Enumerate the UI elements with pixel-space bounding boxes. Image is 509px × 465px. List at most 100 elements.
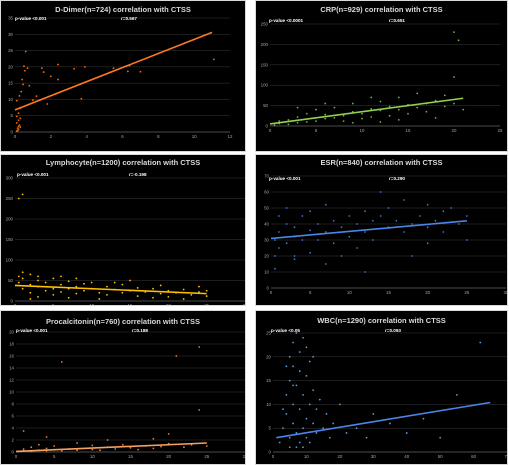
y-tick-label: 6 [12,414,15,419]
data-point [322,427,325,430]
data-point [282,408,284,411]
data-point [292,422,294,425]
data-point [278,441,281,444]
x-tick-label: 40 [404,454,409,459]
chart-title: D-Dimer(n=724) correlation with CTSS [55,5,191,14]
data-point [328,436,331,439]
data-point [345,432,348,434]
data-point [98,291,101,294]
data-point [305,374,308,377]
data-point [67,280,70,283]
data-point [453,102,455,105]
data-point [60,291,62,293]
data-point [348,235,351,238]
data-point [285,207,288,209]
chart-panel-wbc: 0 10 20 30 40 50 60 70 0 5 10 15 20 25 WBC(n=1290) cor… [255,310,508,465]
trend-line [14,31,213,111]
data-point [293,255,296,257]
y-tick-label: 14 [9,366,14,371]
x-tick-label: 0 [269,128,272,133]
data-point [38,443,40,446]
chart-title: ESR(n=840) correlation with CTSS [320,158,443,167]
data-point [198,291,200,293]
y-tick-label: 20 [9,330,14,335]
data-point [182,288,185,291]
data-point [75,285,78,288]
x-tick-label: 10 [360,128,365,133]
data-point [45,436,48,438]
r-value-label: r=0.290 [389,176,405,181]
data-point [17,281,20,284]
data-point [364,210,366,213]
data-point [205,445,208,447]
data-point [298,370,301,372]
data-point [361,117,363,120]
data-point [126,70,129,73]
data-point [52,287,55,290]
data-point [121,283,124,286]
x-tick-label: 25 [204,303,209,305]
data-point [22,83,24,86]
data-point [324,231,327,233]
data-point [397,118,400,121]
data-point [136,286,139,289]
data-point [309,229,312,232]
y-tick-label: 18 [9,342,14,347]
data-point [361,112,363,115]
data-point [288,446,291,449]
data-point [295,432,298,434]
y-tick-label: 15 [266,378,271,383]
data-point [76,442,78,444]
data-point [298,408,301,411]
data-point [453,31,455,34]
data-point [21,78,24,81]
data-point [295,446,298,449]
data-point [285,223,288,225]
data-point [426,203,429,206]
y-tick-label: 250 [6,196,14,201]
data-point [295,332,298,334]
data-point [183,446,185,449]
x-tick-label: 6 [121,134,124,139]
data-point [139,70,142,73]
data-point [397,96,400,99]
data-point [434,116,437,119]
p-value-label: p-value <0.001 [16,328,48,333]
data-point [465,239,468,241]
data-point [443,94,446,97]
data-point [338,403,341,406]
data-point [305,121,308,123]
data-point [292,365,294,368]
data-point [442,231,445,233]
data-point [395,219,398,222]
r-value-label: r=0.093 [385,328,401,333]
data-point [302,336,304,339]
data-point [422,417,425,420]
y-tick-label: 0 [12,450,15,455]
chart-title: Lymphocyte(n=1200) correlation with CTSS [45,158,201,167]
p-value-label: p-value <0.001 [15,16,47,21]
data-point [292,341,294,344]
y-tick-label: 4 [12,426,15,431]
y-tick-label: 0 [266,124,269,129]
x-tick-label: 5 [309,290,312,295]
data-point [17,112,20,115]
x-tick-label: 30 [243,303,245,305]
x-tick-label: 15 [386,290,391,295]
data-point [455,393,458,396]
data-point [296,106,299,109]
data-point [44,281,47,284]
y-tick-label: 5 [269,426,272,431]
data-point [302,446,304,449]
data-point [129,446,132,449]
data-point [22,448,25,450]
data-point [277,231,280,233]
y-tick-label: 16 [9,354,14,359]
data-point [15,121,18,124]
data-point [52,293,55,296]
data-point [288,436,291,439]
x-tick-label: 12 [228,134,233,139]
data-point [152,447,155,450]
data-point [288,355,291,358]
